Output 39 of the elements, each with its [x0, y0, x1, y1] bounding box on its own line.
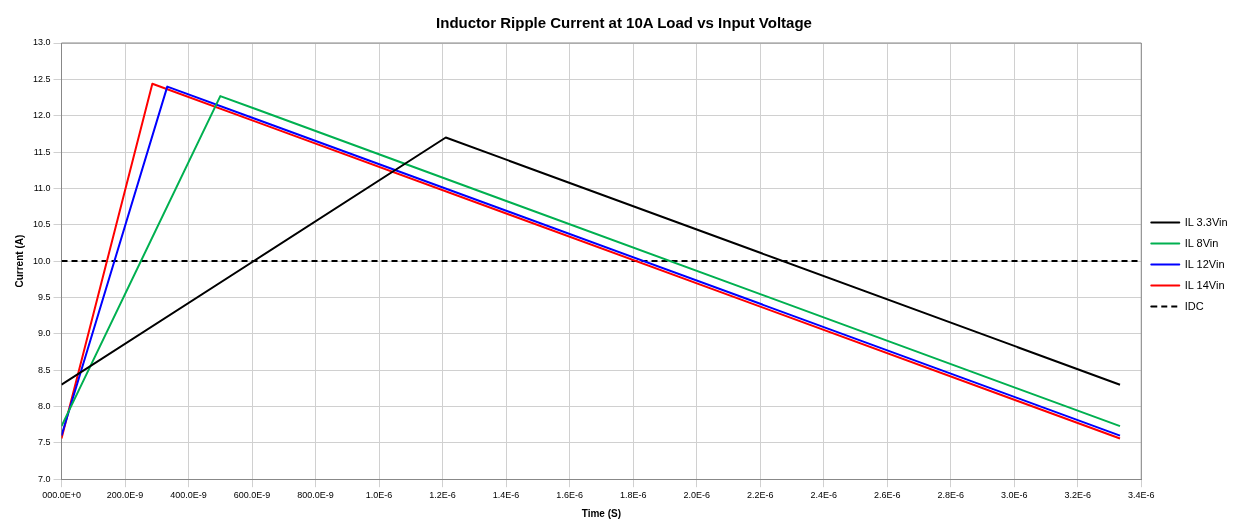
legend-label: IL 3.3Vin: [1184, 215, 1228, 228]
x-tick-label: 2.2E-6: [746, 490, 774, 501]
x-axis-title: Time (S): [581, 507, 622, 519]
x-tick-label: 2.4E-6: [810, 490, 837, 501]
y-tick-label: 10.0: [32, 255, 51, 266]
chart-title: Inductor Ripple Current at 10A Load vs Input Voltage: [436, 14, 812, 32]
legend-label: IL 12Vin: [1184, 257, 1225, 270]
x-tick-label: 1.0E-6: [365, 490, 393, 501]
legend-label: IL 14Vin: [1184, 278, 1225, 291]
x-tick-label: 800.0E-9: [297, 490, 334, 501]
y-axis-title: Current (A): [13, 234, 25, 288]
x-tick-label: 3.2E-6: [1064, 490, 1092, 501]
y-tick-label: 7.5: [38, 437, 51, 448]
y-tick-label: 11.0: [33, 182, 51, 193]
x-tick-label: 000.0E+0: [42, 490, 81, 501]
legend-label: IL 8Vin: [1184, 236, 1219, 249]
x-tick-label: 200.0E-9: [106, 490, 144, 501]
y-tick-label: 10.5: [32, 219, 51, 230]
x-tick-label: 1.6E-6: [556, 490, 583, 501]
x-tick-label: 3.0E-6: [1000, 490, 1028, 501]
x-tick-label: 1.2E-6: [429, 490, 456, 501]
x-tick-label: 1.4E-6: [492, 490, 520, 501]
x-tick-label: 3.4E-6: [1128, 490, 1155, 501]
y-tick-label: 13.0: [32, 37, 51, 48]
x-tick-label: 400.0E-9: [170, 490, 207, 501]
y-tick-label: 11.5: [33, 146, 51, 157]
x-tick-label: 600.0E-9: [233, 490, 271, 501]
y-tick-label: 12.5: [32, 73, 51, 84]
x-tick-label: 2.6E-6: [873, 490, 901, 501]
x-tick-label: 2.0E-6: [683, 490, 710, 501]
x-tick-label: 1.8E-6: [619, 490, 647, 501]
y-tick-label: 8.0: [38, 400, 51, 411]
x-tick-label: 2.8E-6: [937, 490, 964, 501]
y-tick-label: 8.5: [38, 364, 51, 375]
y-tick-label: 9.5: [38, 291, 51, 302]
y-tick-label: 9.0: [38, 328, 51, 339]
y-tick-label: 7.0: [38, 473, 51, 484]
legend-label: IDC: [1184, 299, 1204, 312]
y-tick-label: 12.0: [32, 110, 51, 121]
